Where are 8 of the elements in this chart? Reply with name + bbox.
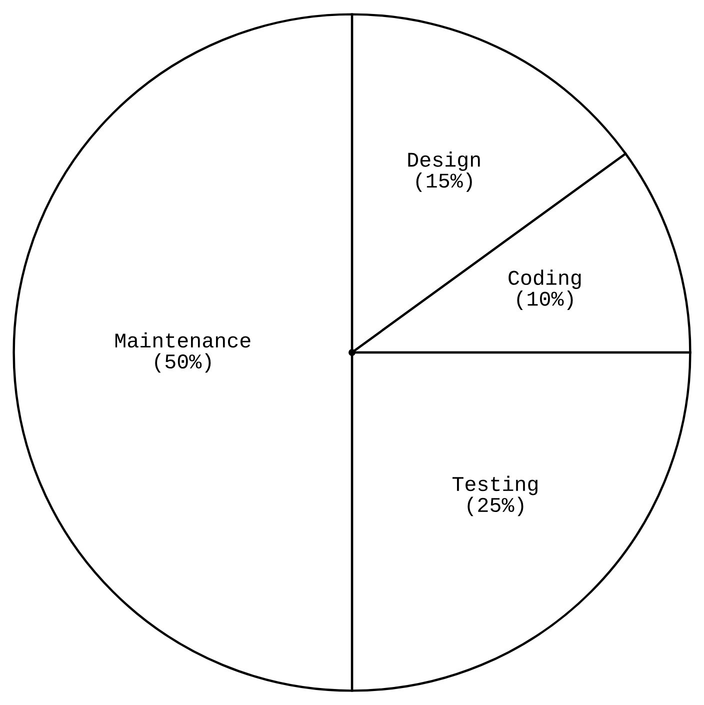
slice-label: Testing [452, 476, 538, 496]
slice-label: Maintenance [115, 332, 250, 348]
data-label: (15%) [416, 172, 472, 192]
slice-label: Coding [508, 270, 581, 290]
data-label: (10%) [517, 290, 573, 310]
data-label: (50%) [155, 353, 211, 373]
data-label: (25%) [468, 496, 524, 516]
slice-label: Design [408, 152, 480, 171]
